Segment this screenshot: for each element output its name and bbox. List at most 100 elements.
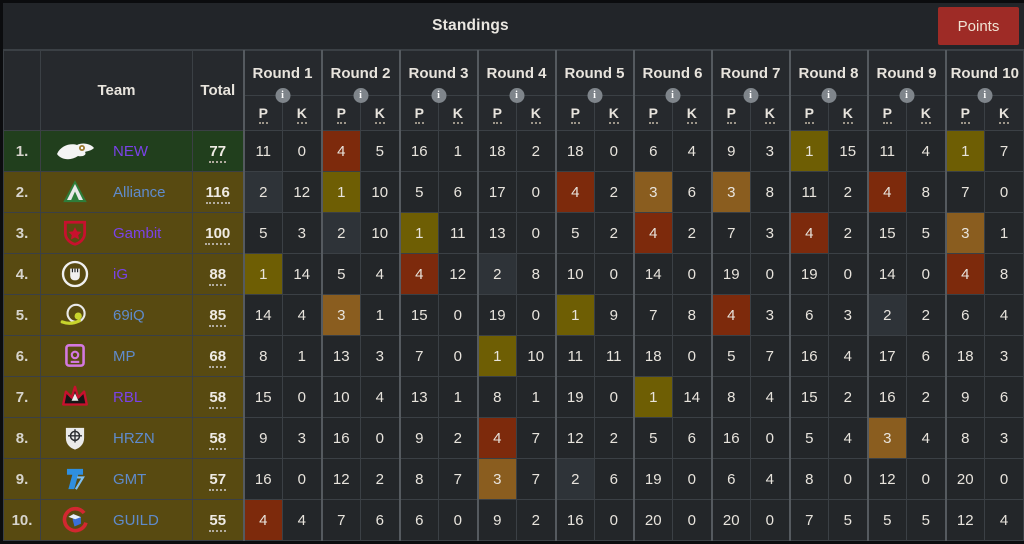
points-cell: 12: [944, 499, 985, 541]
team-link[interactable]: Gambit: [113, 224, 162, 242]
standings-table: Team Total Round 1 i Round 2 i Round 3 i Round 4…: [3, 50, 1024, 541]
info-icon[interactable]: i: [431, 88, 446, 103]
kills-cell: 0: [750, 253, 790, 295]
points-button[interactable]: Points: [938, 7, 1019, 45]
info-icon[interactable]: i: [509, 88, 524, 103]
team-link[interactable]: NEW: [113, 142, 148, 160]
team-link[interactable]: GMT: [113, 470, 147, 488]
points-col-label: P: [804, 105, 814, 124]
kills-cell: 0: [438, 294, 478, 336]
kills-cell: 2: [516, 499, 556, 541]
points-cell: 12: [554, 417, 595, 459]
title-bar: Standings Points: [3, 3, 1024, 50]
team-link[interactable]: MP: [113, 347, 136, 365]
kills-cell: 2: [594, 212, 634, 254]
points-cell: 9: [944, 376, 985, 418]
kills-cell: 2: [828, 376, 868, 418]
team-link[interactable]: iG: [113, 265, 128, 283]
team-link[interactable]: 69iQ: [113, 306, 145, 324]
team-link[interactable]: HRZN: [113, 429, 155, 447]
info-icon[interactable]: i: [275, 88, 290, 103]
total-cell: 100: [192, 212, 244, 254]
total-points: 77: [209, 142, 227, 163]
kills-cell: 14: [282, 253, 322, 295]
kills-cell: 2: [360, 458, 400, 500]
info-icon[interactable]: i: [743, 88, 758, 103]
round-8-header: Round 8 i: [788, 50, 868, 103]
points-cell: 16: [788, 335, 829, 377]
total-cell: 58: [192, 417, 244, 459]
points-cell: 6: [788, 294, 829, 336]
points-cell: 8: [710, 376, 751, 418]
kills-col-header: K: [438, 95, 478, 131]
kills-cell: 7: [750, 335, 790, 377]
kills-col-label: K: [452, 105, 463, 124]
round-4-header: Round 4 i: [476, 50, 556, 103]
kills-cell: 0: [750, 499, 790, 541]
rank-cell: 5.: [3, 294, 41, 336]
hrzn-team-logo: [51, 423, 99, 453]
info-icon[interactable]: i: [587, 88, 602, 103]
info-icon[interactable]: i: [977, 88, 993, 103]
info-icon[interactable]: i: [899, 88, 914, 103]
points-cell: 11: [788, 171, 829, 213]
info-icon[interactable]: i: [821, 88, 836, 103]
total-cell: 57: [192, 458, 244, 500]
kills-cell: 0: [984, 171, 1024, 213]
kills-col-label: K: [608, 105, 619, 124]
points-col-label: P: [336, 105, 346, 124]
points-cell: 5: [632, 417, 673, 459]
team-link[interactable]: Alliance: [113, 183, 166, 201]
points-cell: 5: [554, 212, 595, 254]
kills-cell: 3: [750, 130, 790, 172]
team-link[interactable]: RBL: [113, 388, 143, 406]
points-cell: 1: [632, 376, 673, 418]
points-cell: 18: [944, 335, 985, 377]
points-cell: 4: [788, 212, 829, 254]
kills-cell: 6: [672, 171, 712, 213]
rank-cell: 10.: [3, 499, 41, 541]
points-cell: 13: [398, 376, 439, 418]
team-cell-content: GMT: [41, 464, 192, 494]
new-team-logo: [51, 137, 99, 165]
points-cell: 10: [320, 376, 361, 418]
kills-cell: 4: [828, 335, 868, 377]
round-header-label: Round 5: [564, 64, 625, 82]
points-cell: 9: [476, 499, 517, 541]
points-cell: 8: [242, 335, 283, 377]
points-cell: 20: [944, 458, 985, 500]
points-cell: 6: [398, 499, 439, 541]
points-col-label: P: [570, 105, 580, 124]
kills-cell: 6: [672, 417, 712, 459]
kills-col-label: K: [374, 105, 385, 124]
kills-cell: 4: [282, 499, 322, 541]
points-cell: 16: [242, 458, 283, 500]
kills-cell: 0: [594, 130, 634, 172]
kills-cell: 5: [828, 499, 868, 541]
points-cell: 9: [710, 130, 751, 172]
points-cell: 6: [632, 130, 673, 172]
rank-cell: 9.: [3, 458, 41, 500]
sixnineiq-team-logo: [51, 300, 99, 330]
info-icon[interactable]: i: [665, 88, 680, 103]
kills-cell: 6: [984, 376, 1024, 418]
kills-cell: 3: [282, 417, 322, 459]
points-cell: 2: [242, 171, 283, 213]
points-cell: 16: [398, 130, 439, 172]
kills-cell: 0: [672, 253, 712, 295]
kills-col-header: K: [906, 95, 946, 131]
total-cell: 68: [192, 335, 244, 377]
kills-cell: 2: [516, 130, 556, 172]
team-link[interactable]: GUILD: [113, 511, 159, 529]
table-row: 5. 69iQ 85 14 4 3 1 15 0 19 0 1 9 7 8 4 3 6 3 2 2 6 4: [3, 294, 1024, 336]
round-2-header: Round 2 i: [320, 50, 400, 103]
points-cell: 14: [242, 294, 283, 336]
kills-cell: 0: [594, 253, 634, 295]
round-7-header: Round 7 i: [710, 50, 790, 103]
round-5-header: Round 5 i: [554, 50, 634, 103]
table-row: 1. NEW 77 11 0 4 5 16 1 18 2 18 0 6 4 9 3 1 15 11 4 1 7: [3, 130, 1024, 172]
points-cell: 15: [866, 212, 907, 254]
team-cell-content: NEW: [41, 137, 192, 165]
kills-cell: 0: [282, 458, 322, 500]
info-icon[interactable]: i: [353, 88, 368, 103]
